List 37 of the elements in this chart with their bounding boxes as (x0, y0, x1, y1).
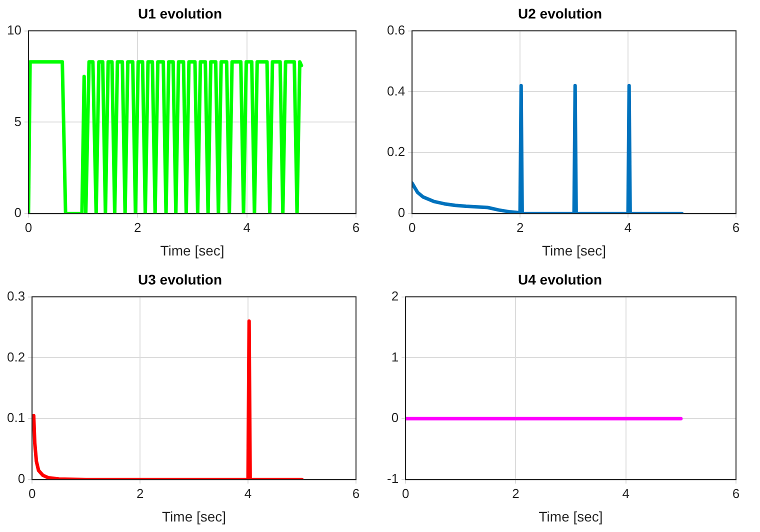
x-tick-label: 2 (516, 220, 524, 235)
x-tick-label: 0 (408, 220, 416, 235)
y-tick-label: 10 (6, 22, 22, 38)
y-tick-label: -1 (386, 471, 399, 486)
y-tick-label: 5 (14, 114, 22, 129)
y-tick-label: 0.4 (386, 83, 406, 98)
y-tick-label: 0.6 (386, 22, 406, 38)
x-tick-label: 4 (624, 220, 632, 235)
y-tick-label: 2 (391, 288, 399, 304)
x-tick-label: 0 (28, 486, 36, 501)
x-tick-label: 6 (352, 220, 360, 235)
x-tick-label: 2 (134, 220, 142, 235)
y-tick-label: 0.2 (6, 349, 26, 364)
x-axis-title: Time [sec] (538, 508, 603, 524)
chart-title: U4 evolution (518, 271, 602, 288)
y-tick-label: 0 (18, 471, 26, 486)
x-tick-label: 4 (243, 220, 250, 235)
x-tick-label: 6 (732, 220, 740, 235)
x-tick-label: 2 (512, 486, 520, 501)
x-tick-label: 6 (732, 486, 740, 501)
x-axis-title: Time [sec] (542, 242, 606, 258)
y-tick-label: 0 (14, 205, 22, 220)
y-tick-label: 0.1 (6, 410, 26, 426)
y-tick-label: 0.2 (386, 144, 406, 160)
chart-title: U2 evolution (518, 5, 602, 22)
chart-title: U3 evolution (138, 271, 222, 288)
x-axis-title: Time [sec] (160, 242, 224, 258)
y-tick-label: 0.3 (6, 288, 26, 304)
x-tick-label: 2 (136, 486, 144, 501)
y-tick-label: 0 (391, 410, 399, 426)
chart-title: U1 evolution (138, 5, 222, 22)
x-tick-label: 4 (622, 486, 630, 501)
x-tick-label: 4 (244, 486, 252, 501)
x-axis-title: Time [sec] (162, 508, 226, 524)
y-tick-label: 0 (398, 205, 406, 220)
y-tick-label: 1 (391, 349, 399, 364)
x-tick-label: 6 (352, 486, 360, 501)
